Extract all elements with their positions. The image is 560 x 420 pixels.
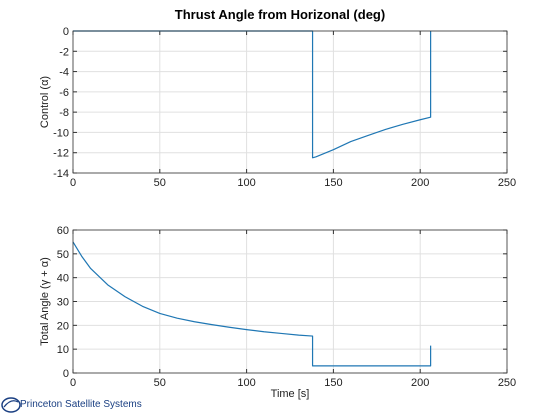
total-angle-plot: 0 50 100 150 200 250 0 10 20 30 40 50 60 Total Angle …	[39, 225, 516, 400]
x-tick-label: 0	[70, 177, 76, 189]
x-tick-label: 0	[70, 377, 76, 389]
y-tick-label: 10	[57, 344, 69, 356]
x-tick-label: 100	[237, 177, 255, 189]
y-tick-label: -4	[59, 67, 69, 79]
x-tick-label: 150	[324, 377, 342, 389]
figure-title: Thrust Angle from Horizonal (deg)	[175, 7, 385, 22]
x-tick-label: 250	[498, 377, 516, 389]
y-tick-label: 50	[57, 249, 69, 261]
y-tick-label: 30	[57, 297, 69, 309]
y-tick-label: 20	[57, 320, 69, 332]
x-tick-label: 200	[411, 177, 429, 189]
y-tick-label: 0	[63, 26, 69, 38]
series-line	[73, 30, 432, 159]
series-line	[72, 241, 432, 367]
y-tick-label: -8	[59, 107, 69, 119]
y-axis-label: Total Angle (γ + α)	[39, 257, 51, 346]
y-tick-label: -10	[53, 127, 69, 139]
y-tick-label: 60	[57, 225, 69, 237]
y-tick-label: -12	[53, 148, 69, 160]
logo-text: Princeton Satellite Systems	[20, 399, 142, 410]
x-tick-label: 200	[411, 377, 429, 389]
x-axis-label: Time [s]	[271, 388, 310, 400]
y-tick-label: -6	[59, 87, 69, 99]
axes-frame	[72, 229, 508, 374]
plot-area	[73, 31, 507, 173]
x-tick-label: 50	[154, 177, 166, 189]
axes-frame	[72, 30, 508, 174]
y-axis-label: Control (α)	[39, 76, 51, 128]
x-tick-label: 250	[498, 177, 516, 189]
psss-logo-icon	[1, 397, 21, 413]
x-tick-label: 100	[237, 377, 255, 389]
y-tick-label: 40	[57, 273, 69, 285]
y-tick-label: -2	[59, 46, 69, 58]
x-tick-label: 50	[154, 377, 166, 389]
y-tick-label: 0	[63, 368, 69, 380]
x-tick-label: 150	[324, 177, 342, 189]
control-angle-plot: 0 50 100 150 200 250 0 -2 -4 -6 -8 -10 -12 -14 Control…	[39, 26, 516, 189]
y-tick-label: -14	[53, 168, 69, 180]
